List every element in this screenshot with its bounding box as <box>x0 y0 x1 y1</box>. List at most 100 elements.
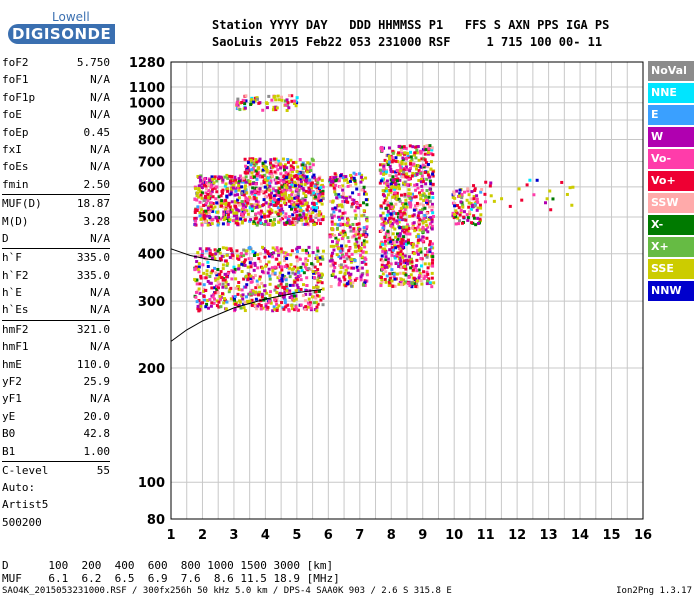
echo-point <box>339 174 343 178</box>
echo-point <box>278 194 282 198</box>
echo-point <box>484 180 488 184</box>
y-tick-label: 700 <box>138 155 165 170</box>
echo-point <box>307 245 311 249</box>
echo-point <box>415 151 419 155</box>
echo-point <box>313 270 317 274</box>
echo-point <box>244 99 248 103</box>
echo-point <box>334 192 338 196</box>
echo-point <box>224 259 228 263</box>
echo-point <box>331 183 335 187</box>
echo-point <box>288 295 292 299</box>
echo-point <box>299 180 303 184</box>
echo-point <box>339 266 343 270</box>
echo-point <box>198 200 202 204</box>
echo-point <box>410 285 414 289</box>
echo-point <box>428 144 432 148</box>
echo-point <box>413 265 417 269</box>
echo-point <box>419 238 423 242</box>
echo-point <box>428 281 432 285</box>
echo-point <box>278 293 282 297</box>
echo-point <box>226 282 230 286</box>
echo-point <box>475 194 479 198</box>
echo-point <box>390 185 394 189</box>
echo-point <box>237 179 241 183</box>
echo-point <box>199 193 203 197</box>
echo-point <box>291 170 295 174</box>
echo-point <box>202 287 206 291</box>
echo-point <box>330 228 334 232</box>
echo-point <box>200 191 204 195</box>
echo-point <box>316 268 320 272</box>
echo-point <box>379 204 383 208</box>
echo-point <box>257 257 261 261</box>
echo-point <box>272 203 276 207</box>
echo-point <box>268 212 272 216</box>
echo-point <box>223 207 227 211</box>
echo-point <box>193 277 197 281</box>
echo-point <box>317 194 321 198</box>
echo-point <box>467 205 471 209</box>
echo-point <box>244 285 248 289</box>
echo-point <box>211 209 215 213</box>
echo-point <box>211 217 215 221</box>
echo-point <box>339 256 343 260</box>
echo-point <box>206 199 210 203</box>
echo-point <box>311 158 315 162</box>
echo-point <box>390 156 394 160</box>
echo-point <box>241 176 245 180</box>
echo-point <box>525 183 529 187</box>
echo-point <box>242 306 246 310</box>
echo-point <box>319 262 323 266</box>
echo-point <box>203 217 207 221</box>
echo-point <box>244 168 248 172</box>
echo-point <box>355 205 359 209</box>
echo-point <box>196 251 200 255</box>
echo-point <box>420 227 424 231</box>
echo-point <box>409 162 413 166</box>
echo-point <box>196 191 200 195</box>
echo-point <box>430 242 434 246</box>
echo-point <box>389 224 393 228</box>
echo-point <box>218 251 222 255</box>
echo-point <box>401 255 405 259</box>
echo-point <box>360 178 364 182</box>
echo-point <box>388 276 392 280</box>
echo-point <box>289 168 293 172</box>
echo-point <box>400 169 404 173</box>
echo-point <box>347 280 351 284</box>
echo-point <box>419 197 423 201</box>
echo-point <box>294 217 298 221</box>
echo-point <box>258 275 262 279</box>
echo-point <box>421 163 425 167</box>
echo-point <box>330 258 334 262</box>
echo-point <box>266 183 270 187</box>
echo-point <box>255 223 259 227</box>
echo-point <box>279 218 283 222</box>
echo-point <box>244 180 248 184</box>
echo-point <box>240 185 244 189</box>
d-row: D 100 200 400 600 800 1000 1500 3000 [km… <box>2 559 334 572</box>
echo-point <box>194 290 198 294</box>
auto-label: Auto: <box>2 481 36 494</box>
echo-point <box>455 204 459 208</box>
echo-point <box>381 267 385 271</box>
param-value: 0.45 <box>83 125 111 139</box>
echo-point <box>409 155 413 159</box>
echo-point <box>418 218 422 222</box>
echo-point <box>289 202 293 206</box>
echo-point <box>266 305 270 309</box>
echo-point <box>386 200 390 204</box>
echo-point <box>341 235 345 239</box>
echo-point <box>355 187 359 191</box>
echo-point <box>349 260 353 264</box>
echo-point <box>228 181 232 185</box>
x-tick-label: 6 <box>324 528 333 543</box>
echo-point <box>271 223 275 227</box>
echo-point <box>238 108 242 112</box>
echo-point <box>416 233 420 237</box>
echo-point <box>403 264 407 268</box>
echo-point <box>410 242 414 246</box>
echo-point <box>338 209 342 213</box>
echo-point <box>252 203 256 207</box>
echo-point <box>404 146 408 150</box>
